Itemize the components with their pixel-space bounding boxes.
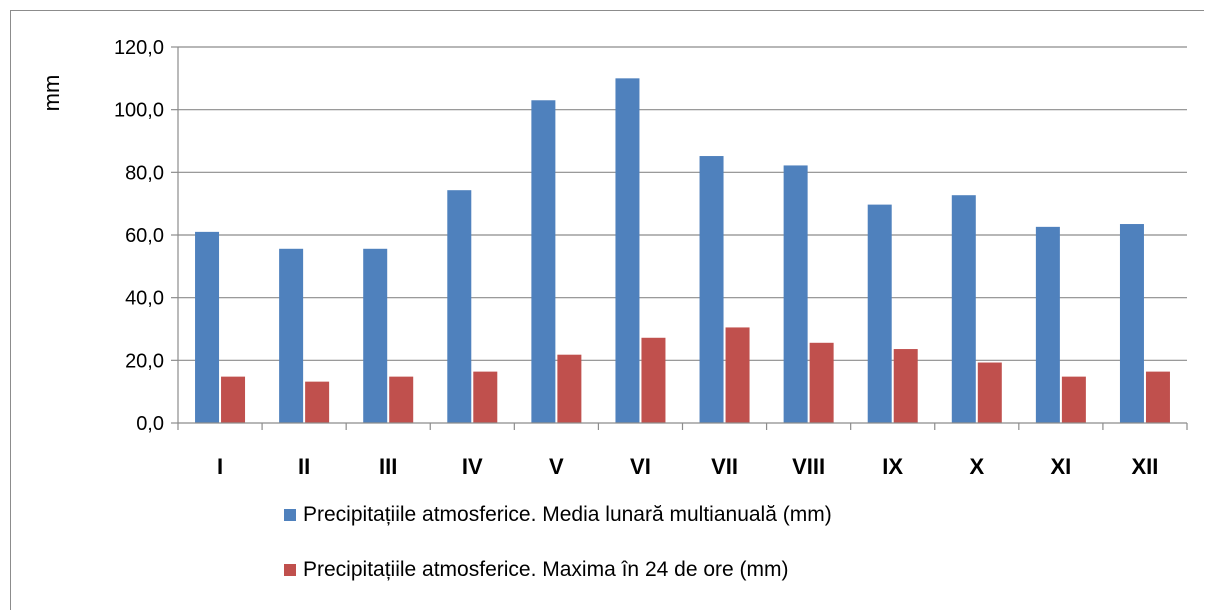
- bar-media-iii: [363, 248, 388, 423]
- x-category-label: V: [549, 454, 564, 479]
- y-tick-label: 60,0: [125, 225, 164, 247]
- legend-swatch: [284, 509, 296, 521]
- y-tick-label: 120,0: [114, 37, 164, 59]
- bar-maxima-vi: [641, 337, 666, 423]
- y-tick-label: 0,0: [136, 413, 164, 435]
- bar-media-ii: [279, 248, 304, 423]
- bar-maxima-x: [977, 362, 1002, 423]
- bar-media-v: [531, 100, 556, 424]
- bar-maxima-xii: [1145, 371, 1170, 423]
- x-category-label: XII: [1132, 454, 1159, 479]
- bar-media-x: [951, 195, 976, 423]
- x-category-label: VII: [711, 454, 738, 479]
- x-category-label: VIII: [792, 454, 825, 479]
- y-axis-label: mm: [39, 75, 64, 112]
- chart-area: mm 0,0 20,0 40,0 60,0 80,0 100,0 120,0 I II III IV…: [10, 10, 1204, 610]
- bar-maxima-ix: [893, 349, 918, 423]
- x-category-label: X: [969, 454, 984, 479]
- y-tick-label: 80,0: [125, 162, 164, 184]
- y-tick-label: 20,0: [125, 350, 164, 372]
- bar-media-xi: [1035, 226, 1060, 423]
- y-tick-label: 100,0: [114, 100, 164, 122]
- bar-maxima-xi: [1061, 376, 1086, 423]
- x-category-label: IX: [882, 454, 903, 479]
- bar-media-ix: [867, 204, 892, 423]
- x-category-label: II: [298, 454, 310, 479]
- x-category-label: I: [217, 454, 223, 479]
- bar-media-viii: [783, 165, 808, 423]
- legend-swatch: [284, 564, 296, 576]
- bar-media-iv: [447, 190, 472, 423]
- bar-maxima-iv: [473, 371, 498, 423]
- bar-maxima-iii: [389, 376, 414, 423]
- x-category-label: III: [379, 454, 397, 479]
- bar-maxima-vii: [725, 327, 750, 423]
- legend-label: Precipitațiile atmosferice. Media lunară…: [303, 503, 832, 526]
- x-category-label: IV: [462, 454, 483, 479]
- x-category-label: VI: [630, 454, 651, 479]
- legend-label: Precipitațiile atmosferice. Maxima în 24…: [303, 558, 789, 581]
- x-category-label: XI: [1050, 454, 1071, 479]
- bar-maxima-i: [221, 376, 246, 423]
- bar-media-i: [195, 231, 220, 423]
- bar-media-xii: [1119, 224, 1144, 423]
- bar-media-vii: [699, 156, 724, 424]
- bar-maxima-v: [557, 354, 582, 423]
- y-tick-label: 40,0: [125, 288, 164, 310]
- bar-maxima-ii: [305, 381, 330, 423]
- bar-maxima-viii: [809, 342, 834, 423]
- bar-media-vi: [615, 78, 640, 423]
